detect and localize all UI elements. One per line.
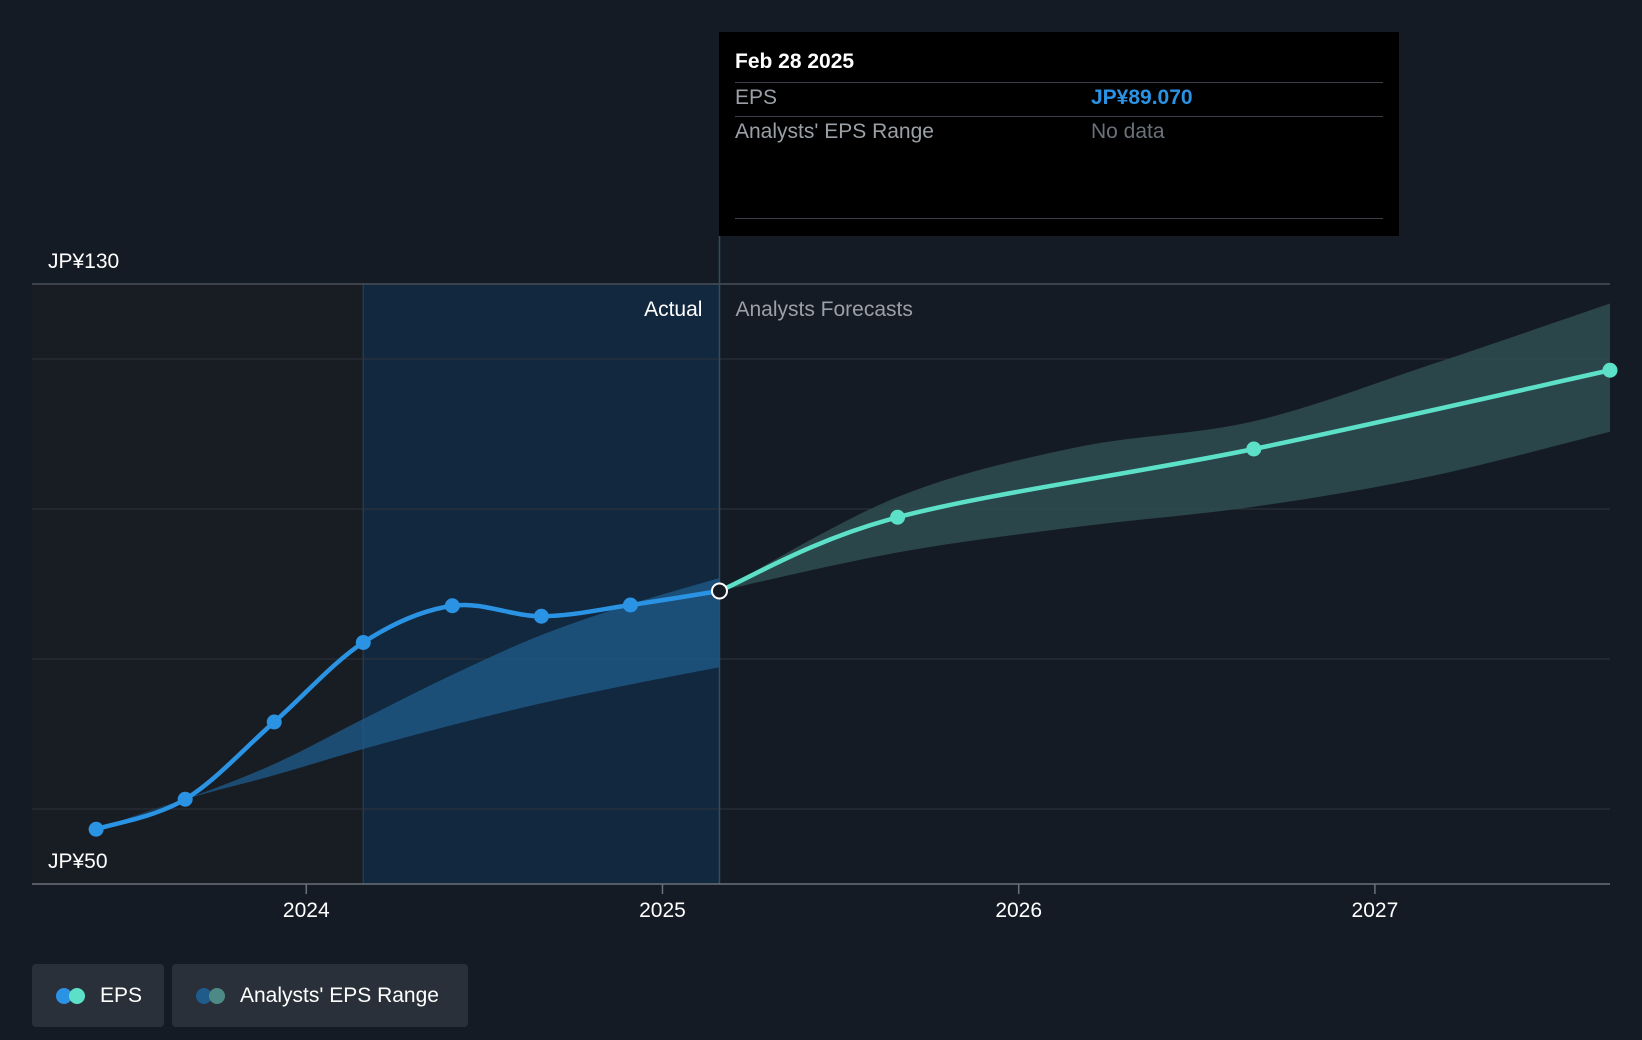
hover-tooltip: Feb 28 2025 EPS JP¥89.070 Analysts' EPS … [719,32,1399,236]
eps-point [88,821,104,837]
x-tick-label: 2026 [995,899,1042,922]
eps-current-point [710,582,728,600]
tooltip-range-value: No data [1091,120,1165,143]
legend-eps-label: EPS [100,983,143,1007]
eps-legend-icon [56,987,88,1004]
range-bands [96,303,1610,830]
eps-point [355,635,371,650]
tooltip-divider [735,116,1383,117]
eps-point [622,597,638,613]
actual-label: Actual [644,298,702,321]
eps-point [444,598,460,614]
forecast-label: Analysts Forecasts [735,298,912,321]
eps-point [890,509,906,525]
eps-lines [93,368,1613,832]
tooltip-eps-value: JP¥89.070 [1091,86,1193,109]
tooltip-divider [735,82,1383,83]
gridlines [32,283,1610,884]
range-band [96,578,720,830]
x-tick-label: 2024 [283,899,330,922]
tooltip-divider [735,218,1383,219]
legend-eps[interactable]: EPS [32,964,164,1027]
legend-analysts-range[interactable]: Analysts' EPS Range [172,964,468,1027]
tooltip-date: Feb 28 2025 [735,50,855,73]
eps-series-line [717,368,1613,594]
y-tick-label-top: JP¥130 [48,250,119,273]
x-axis-ticks: 2024 2025 2026 2027 [283,884,1398,922]
eps-series-line [93,588,722,832]
x-tick-label: 2027 [1352,899,1399,922]
range-band [719,303,1610,591]
range-legend-icon [196,987,228,1004]
eps-point [533,608,549,624]
eps-points [88,362,1618,837]
eps-point [177,791,193,807]
tooltip-range-label: Analysts' EPS Range [735,120,934,143]
eps-point [266,714,282,730]
actual-region-highlight [363,284,720,884]
x-tick-label: 2025 [639,899,686,922]
legend-range-label: Analysts' EPS Range [240,983,439,1007]
eps-chart: 2024 2025 2026 2027 JP¥130 JP¥50 Actual Ana… [32,236,1618,922]
tooltip-eps-label: EPS [735,86,778,109]
eps-point [1246,441,1262,457]
y-tick-label-bottom: JP¥50 [48,850,108,873]
eps-point [1602,362,1618,378]
